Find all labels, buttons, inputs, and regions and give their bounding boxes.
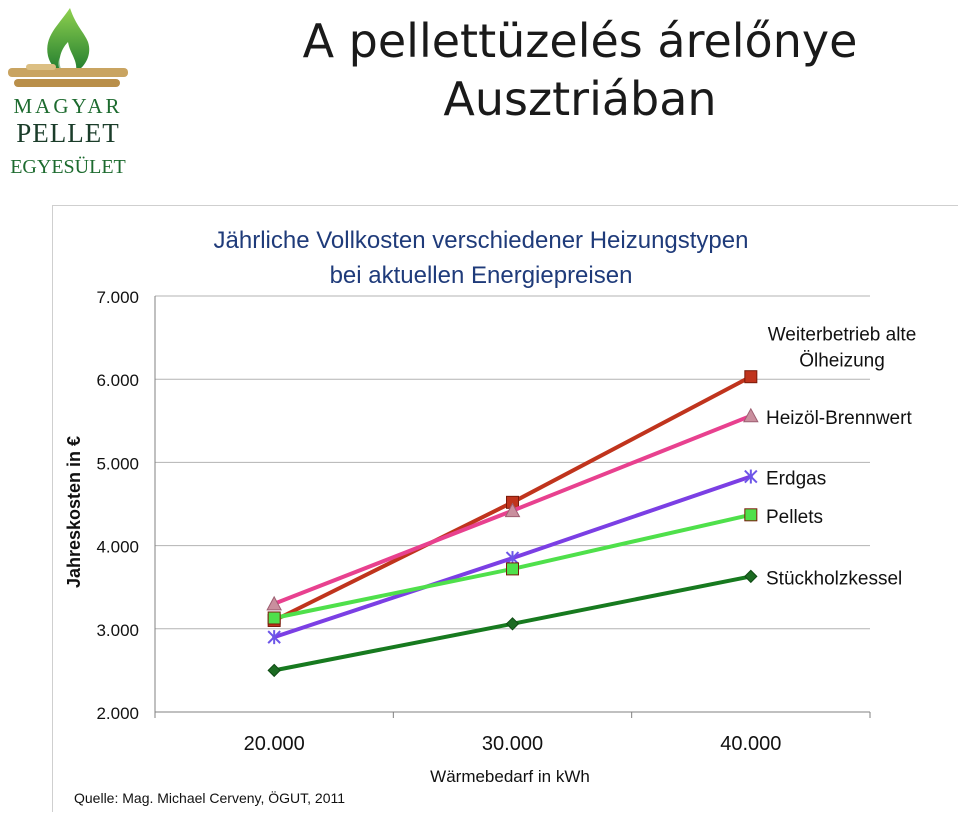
y-tick-label: 7.000 — [96, 288, 139, 307]
data-point-diamond — [744, 569, 758, 584]
series-label: Stückholzkessel — [766, 568, 902, 589]
source-note: Quelle: Mag. Michael Cerveny, ÖGUT, 2011 — [74, 790, 346, 806]
data-point-triangle — [742, 407, 759, 423]
y-tick-label: 2.000 — [96, 704, 139, 723]
logo-text-magyar: MAGYAR — [13, 94, 123, 118]
data-point-triangle — [266, 595, 283, 611]
series-label: Pellets — [766, 507, 823, 528]
data-point-square — [744, 508, 758, 522]
chart-frame — [52, 205, 958, 812]
x-tick-label: 20.000 — [244, 733, 305, 755]
data-point-square — [267, 611, 281, 625]
y-tick-label: 4.000 — [96, 538, 139, 557]
series-layer — [266, 370, 759, 678]
y-tick-label: 3.000 — [96, 621, 139, 640]
data-point-square — [506, 562, 519, 576]
x-axis-title: Wärmebedarf in kWh — [430, 767, 590, 786]
data-point-asterisk — [267, 630, 281, 645]
x-tick-label: 30.000 — [482, 733, 543, 755]
x-tick-label: 40.000 — [720, 733, 781, 755]
logo-text-egyesulet: EGYESÜLET — [10, 156, 126, 178]
series-labels: Weiterbetrieb alte Ölheizung Heizöl-Brennw… — [766, 325, 916, 590]
series-label: Ölheizung — [799, 351, 885, 372]
chart-title-line-1: Jährliche Vollkosten verschiedener Heizu… — [214, 227, 749, 254]
data-point-asterisk — [744, 469, 758, 484]
x-tick-labels: 20.000 30.000 40.000 — [244, 733, 782, 755]
logo-text-pellet: PELLET — [16, 118, 120, 148]
data-point-diamond — [505, 617, 520, 631]
data-point-triangle — [504, 502, 521, 518]
logo: MAGYAR PELLET EGYESÜLET — [4, 2, 132, 182]
y-tick-label: 5.000 — [96, 454, 139, 473]
chart-title-line-2: bei aktuellen Energiepreisen — [330, 262, 633, 289]
series-label: Heizöl-Brennwert — [766, 408, 912, 429]
flame-logo-icon — [8, 8, 128, 87]
y-axis-title: Jahreskosten in € — [64, 436, 84, 588]
y-tick-label: 6.000 — [96, 371, 139, 390]
data-point-square — [744, 370, 758, 384]
series-label: Weiterbetrieb alte — [768, 325, 917, 346]
axis-layer — [154, 296, 870, 713]
y-tick-labels: 2.000 3.000 4.000 5.000 6.000 7.000 — [96, 288, 139, 723]
series-label: Erdgas — [766, 469, 826, 490]
data-point-diamond — [267, 663, 281, 678]
slide-title: A pellettüzelés árelőnye Ausztriában — [302, 14, 858, 126]
